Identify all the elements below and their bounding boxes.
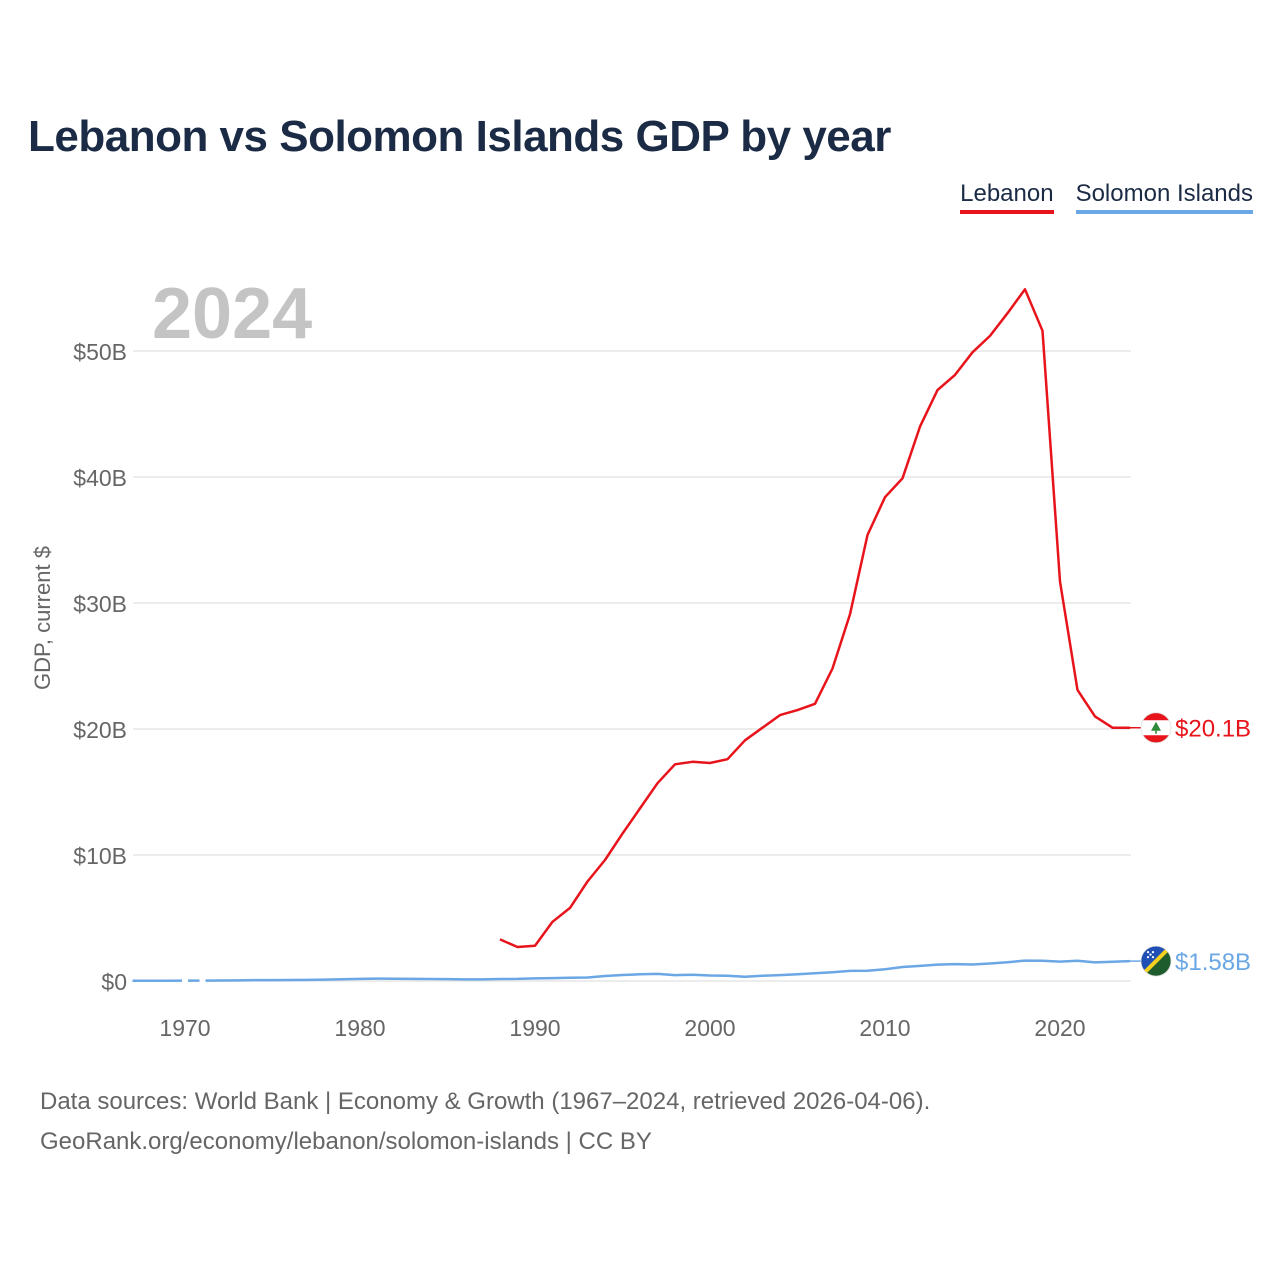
- lebanon-flag-icon: [1140, 712, 1172, 744]
- legend: Lebanon Solomon Islands: [960, 180, 1253, 214]
- series-line-lebanon: [499, 288, 1130, 949]
- x-tick-label: 1980: [334, 1015, 385, 1041]
- x-tick-label: 2020: [1034, 1015, 1085, 1041]
- legend-item-solomon-islands[interactable]: Solomon Islands: [1075, 180, 1253, 214]
- x-tick-label: 1990: [509, 1015, 560, 1041]
- x-tick-label: 2010: [859, 1015, 910, 1041]
- series-gap: [199, 977, 206, 985]
- y-tick-label: $0: [101, 969, 127, 995]
- x-axis-ticks: 1970 1980 1990 2000 2010 2020: [159, 1015, 1085, 1041]
- end-value-label-lebanon: $20.1B: [1175, 716, 1251, 743]
- y-axis-label: GDP, current $: [30, 546, 55, 690]
- y-tick-label: $20B: [73, 717, 127, 743]
- x-tick-label: 1970: [159, 1015, 210, 1041]
- series-line-solomon-islands: [132, 959, 1131, 982]
- y-tick-label: $30B: [73, 591, 127, 617]
- solomon-islands-flag-icon: [1140, 945, 1172, 977]
- source-note: Data sources: World Bank | Economy & Gro…: [40, 1088, 931, 1115]
- source-link[interactable]: GeoRank.org/economy/lebanon/solomon-isla…: [40, 1128, 652, 1155]
- gridlines: [133, 350, 1131, 982]
- end-value-label-solomon-islands: $1.58B: [1175, 949, 1251, 976]
- y-tick-label: $40B: [73, 465, 127, 491]
- footer: Data sources: World Bank | Economy & Gro…: [40, 1082, 930, 1162]
- legend-item-lebanon[interactable]: Lebanon: [960, 180, 1054, 214]
- series: [132, 288, 1131, 985]
- y-tick-label: $50B: [73, 339, 127, 365]
- y-tick-label: $10B: [73, 843, 127, 869]
- series-gap: [182, 977, 188, 985]
- chart-title: Lebanon vs Solomon Islands GDP by year: [28, 112, 891, 161]
- series-endpoints: $20.1B $1.58B: [1130, 712, 1251, 977]
- y-axis-ticks: $0 $10B $20B $30B $40B $50B: [73, 339, 127, 995]
- x-tick-label: 2000: [684, 1015, 735, 1041]
- year-watermark: 2024: [152, 274, 312, 354]
